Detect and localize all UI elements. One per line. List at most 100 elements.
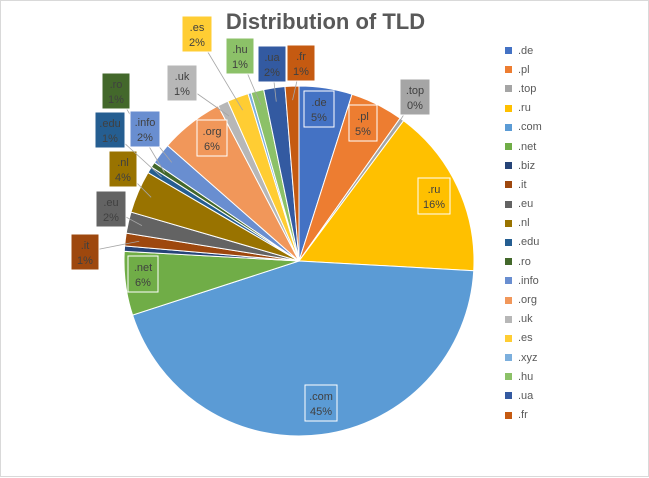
legend-label-net: .net: [518, 140, 537, 153]
legend-swatch-net: [505, 143, 512, 151]
label-category-hu: .hu: [232, 44, 247, 56]
legend-item-eu: .eu: [505, 195, 635, 214]
label-category-pl: .pl: [357, 111, 369, 123]
legend-item-info: .info: [505, 271, 635, 290]
legend-label-eu: .eu: [518, 198, 534, 211]
label-category-nl: .nl: [117, 157, 129, 169]
legend-label-es: .es: [518, 332, 533, 345]
data-label-top: .top 0%: [393, 78, 431, 131]
label-category-de: .de: [311, 97, 326, 109]
legend-swatch-ua: [505, 392, 512, 400]
label-percent-pl: 5%: [355, 126, 371, 138]
data-label-ua: .ua 2%: [257, 45, 287, 102]
label-percent-hu: 1%: [232, 59, 248, 71]
label-category-ua: .ua: [264, 52, 280, 64]
legend-swatch-es: [505, 334, 512, 342]
label-percent-com: 45%: [310, 406, 332, 418]
legend-item-org: .org: [505, 290, 635, 309]
data-label-com: .com 45%: [304, 384, 338, 422]
legend-swatch-info: [505, 277, 512, 285]
legend-swatch-com: [505, 123, 512, 131]
label-percent-eu: 2%: [103, 212, 119, 224]
legend-swatch-edu: [505, 238, 512, 246]
label-box-pl: [348, 104, 378, 142]
label-percent-fr: 1%: [293, 66, 309, 78]
data-label-it: .it 1%: [70, 233, 140, 271]
legend-swatch-uk: [505, 315, 512, 323]
legend-item-com: .com: [505, 118, 635, 137]
label-category-net: .net: [134, 262, 152, 274]
legend-label-hu: .hu: [518, 370, 534, 383]
data-label-net: .net 6%: [127, 255, 159, 293]
label-box-edu: [94, 111, 126, 149]
label-box-ru: [417, 177, 451, 215]
label-category-org: .org: [203, 126, 222, 138]
label-box-uk: [166, 64, 198, 102]
legend-swatch-hu: [505, 373, 512, 381]
legend-swatch-nl: [505, 219, 512, 227]
data-label-de: .de 5%: [303, 90, 335, 128]
label-percent-ua: 2%: [264, 67, 280, 79]
data-label-uk: .uk 1%: [166, 64, 230, 117]
legend-label-ro: .ro: [518, 255, 531, 268]
label-box-info: [129, 110, 161, 148]
legend-label-xyz: .xyz: [518, 351, 538, 364]
label-category-it: .it: [81, 240, 90, 252]
chart-title: Distribution of TLD: [225, 9, 426, 34]
label-category-edu: .edu: [99, 118, 120, 130]
legend-item-fr: .fr: [505, 406, 635, 425]
legend-label-uk: .uk: [518, 313, 533, 326]
data-label-info: .info 2%: [129, 110, 173, 163]
legend-item-nl: .nl: [505, 214, 635, 233]
legend-swatch-eu: [505, 200, 512, 208]
label-percent-edu: 1%: [102, 133, 118, 145]
data-label-nl: .nl 4%: [108, 150, 152, 198]
label-percent-top: 0%: [407, 100, 423, 112]
label-box-nl: [108, 150, 138, 188]
label-category-com: .com: [309, 391, 333, 403]
data-label-org: .org 6%: [196, 119, 228, 157]
data-label-fr: .fr 1%: [286, 44, 316, 101]
label-percent-ro: 1%: [108, 94, 124, 106]
label-category-ru: .ru: [428, 184, 441, 196]
pie-slice-com: [131, 260, 475, 437]
legend-label-com: .com: [518, 121, 542, 134]
label-box-eu: [95, 190, 127, 228]
legend-item-hu: .hu: [505, 367, 635, 386]
legend-item-es: .es: [505, 329, 635, 348]
legend-label-info: .info: [518, 274, 539, 287]
legend: .de .pl .top .ru .com .net .biz .it .eu .nl .edu .r…: [505, 41, 635, 425]
data-label-edu: .edu 1%: [94, 111, 162, 178]
legend-label-de: .de: [518, 44, 534, 57]
legend-swatch-biz: [505, 162, 512, 170]
label-percent-ru: 16%: [423, 199, 445, 211]
label-box-ro: [101, 72, 131, 110]
legend-label-it: .it: [518, 178, 527, 191]
legend-swatch-top: [505, 85, 512, 93]
label-category-uk: .uk: [175, 71, 190, 83]
legend-label-top: .top: [518, 82, 537, 95]
legend-item-xyz: .xyz: [505, 348, 635, 367]
legend-swatch-pl: [505, 66, 512, 74]
legend-item-ru: .ru: [505, 99, 635, 118]
legend-swatch-xyz: [505, 354, 512, 362]
label-box-es: [181, 15, 213, 53]
label-percent-org: 6%: [204, 141, 220, 153]
data-label-hu: .hu 1%: [225, 37, 262, 105]
legend-label-ua: .ua: [518, 389, 534, 402]
label-category-top: .top: [406, 85, 424, 97]
label-percent-it: 1%: [77, 255, 93, 267]
legend-item-ro: .ro: [505, 252, 635, 271]
legend-swatch-de: [505, 47, 512, 55]
data-label-ro: .ro 1%: [101, 72, 165, 173]
legend-label-org: .org: [518, 294, 537, 307]
data-label-pl: .pl 5%: [348, 104, 378, 142]
label-category-fr: .fr: [296, 51, 306, 63]
label-box-org: [196, 119, 228, 157]
legend-label-biz: .biz: [518, 159, 536, 172]
label-percent-info: 2%: [137, 132, 153, 144]
label-box-hu: [225, 37, 255, 75]
legend-item-net: .net: [505, 137, 635, 156]
